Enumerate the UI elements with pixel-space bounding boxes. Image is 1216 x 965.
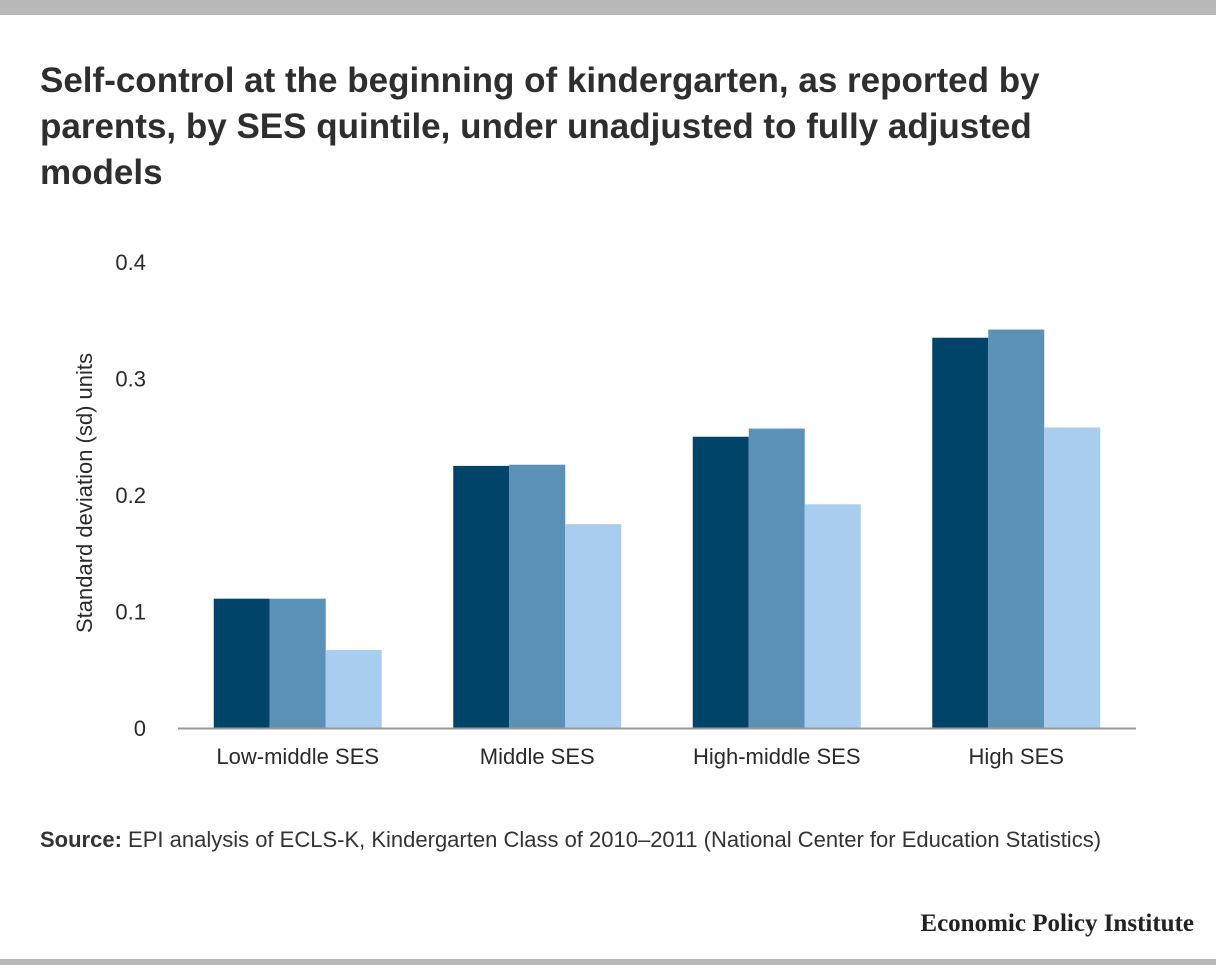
x-axis-labels: Low-middle SES Middle SES High-middle SES H… xyxy=(216,744,1064,769)
bottom-rule xyxy=(0,959,1216,965)
bar-series-3-1 xyxy=(325,649,382,728)
top-rule xyxy=(0,0,1216,15)
source-text: EPI analysis of ECLS-K, Kindergarten Cla… xyxy=(121,827,1102,852)
bar-series-1-1 xyxy=(213,598,270,728)
bar-series-2-3 xyxy=(748,428,805,728)
bar-series-1-4 xyxy=(932,337,989,728)
brand-logo: Economic Policy Institute xyxy=(920,910,1194,937)
y-tick-label: 0.1 xyxy=(115,600,146,625)
bar-series-2-1 xyxy=(269,598,326,728)
bar-series-2-2 xyxy=(509,464,566,728)
y-tick-label: 0.2 xyxy=(115,483,146,508)
bar-series-1-2 xyxy=(453,465,510,728)
y-tick-label: 0.3 xyxy=(115,367,146,392)
x-category-label: Middle SES xyxy=(480,744,595,769)
bars xyxy=(213,329,1101,728)
bar-series-2-4 xyxy=(988,329,1045,728)
y-axis-ticks: 0 0.1 0.2 0.3 0.4 xyxy=(115,250,146,741)
bar-series-1-3 xyxy=(692,436,749,728)
bar-series-3-2 xyxy=(565,524,622,728)
source-label: Source: xyxy=(40,827,122,852)
bar-series-3-4 xyxy=(1044,427,1101,728)
y-tick-label: 0.4 xyxy=(115,250,146,275)
x-category-label: High SES xyxy=(969,744,1064,769)
x-category-label: Low-middle SES xyxy=(216,744,379,769)
y-axis-title: Standard deviation (sd) units xyxy=(72,353,97,633)
bar-series-3-3 xyxy=(804,504,861,728)
y-tick-label: 0 xyxy=(134,716,146,741)
chart-title: Self-control at the beginning of kinderg… xyxy=(40,61,1040,192)
source-note: Source: EPI analysis of ECLS-K, Kinderga… xyxy=(40,824,1160,856)
x-category-label: High-middle SES xyxy=(693,744,861,769)
